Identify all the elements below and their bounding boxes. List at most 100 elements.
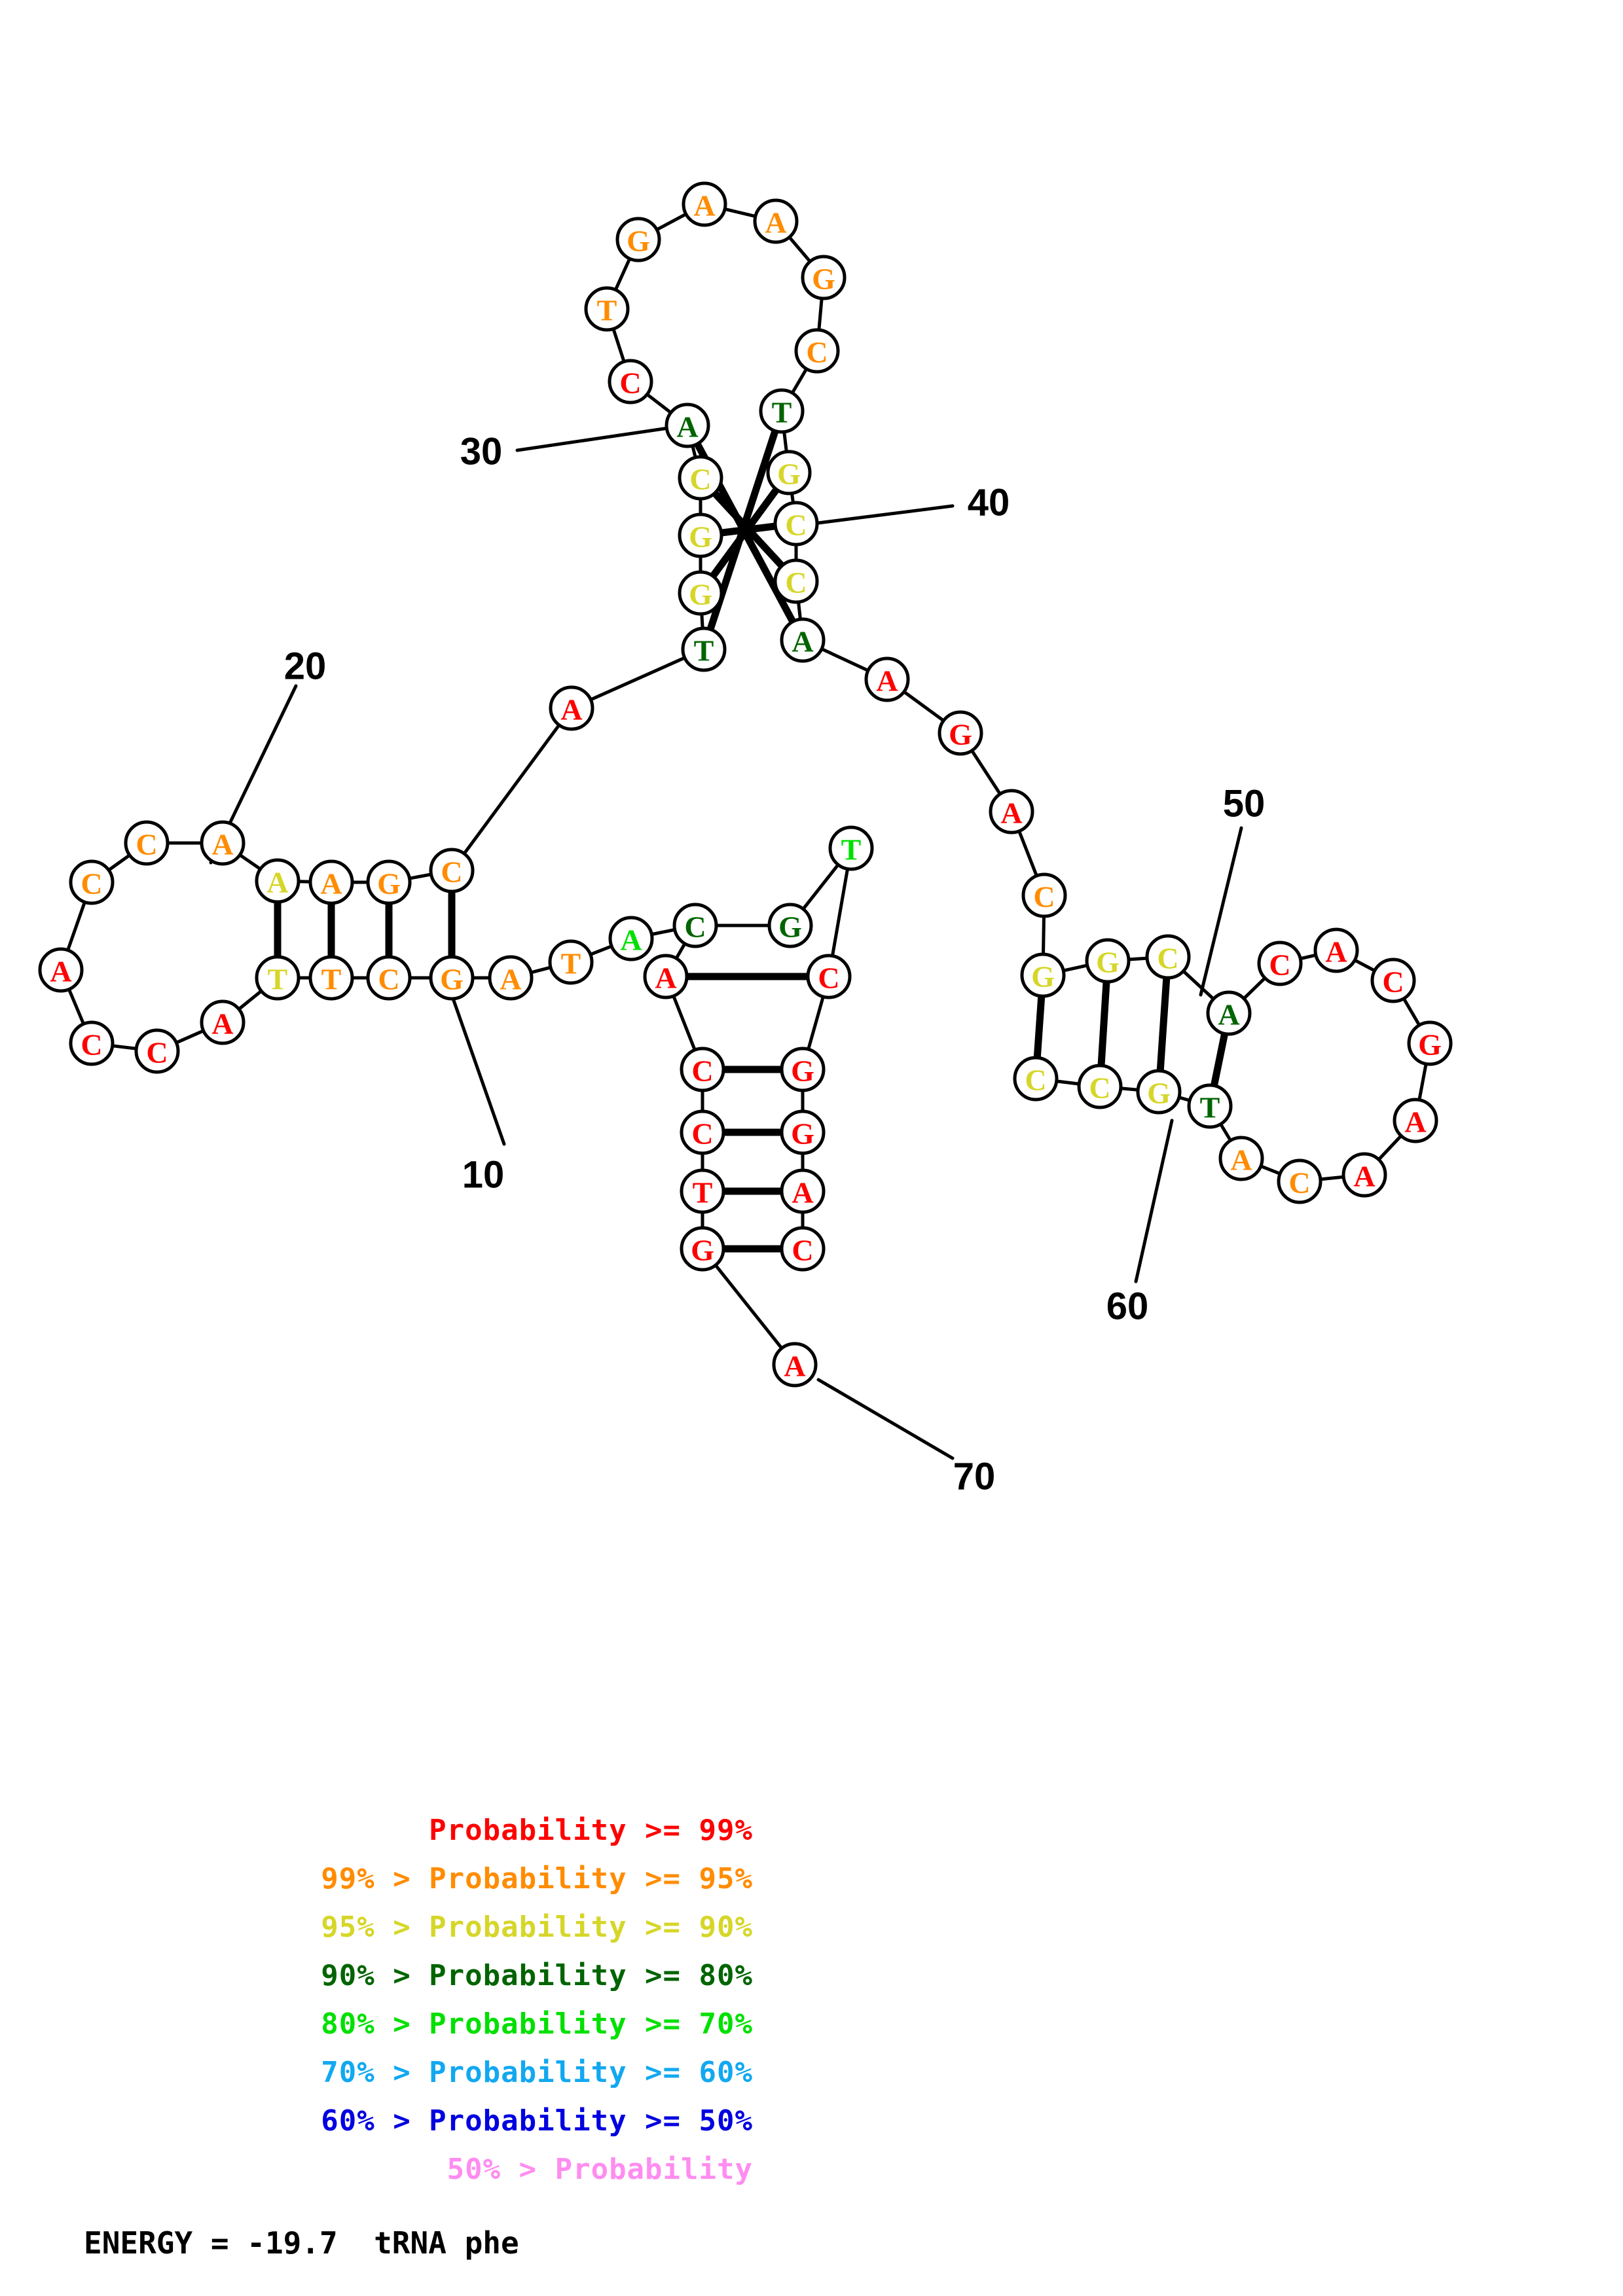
nucleotide-circle[interactable] [69, 1020, 115, 1066]
nucleotide-circle[interactable] [1407, 1020, 1453, 1066]
nucleotide-16-A[interactable]: A [488, 955, 534, 1001]
nucleotide-55-G[interactable]: G [1020, 952, 1066, 998]
nucleotide-44-G[interactable]: G [801, 255, 847, 300]
nucleotide-circle[interactable] [200, 999, 246, 1045]
nucleotide-circle[interactable] [780, 1109, 826, 1155]
nucleotide-36-G[interactable]: G [678, 512, 723, 558]
nucleotide-circle[interactable] [1145, 934, 1191, 980]
nucleotide-53-A[interactable]: A [989, 789, 1034, 834]
nucleotide-22-A[interactable]: A [643, 954, 689, 999]
nucleotide-circle[interactable] [801, 255, 847, 300]
nucleotide-50-A[interactable]: A [780, 617, 826, 663]
nucleotide-circle[interactable] [608, 359, 653, 404]
nucleotide-circle[interactable] [806, 954, 852, 999]
nucleotide-circle[interactable] [1393, 1098, 1438, 1143]
nucleotide-circle[interactable] [672, 903, 718, 948]
nucleotide-circle[interactable] [134, 1028, 180, 1074]
nucleotide-circle[interactable] [124, 820, 170, 866]
nucleotide-2-C[interactable]: C [69, 859, 115, 905]
nucleotide-59-C[interactable]: C [1013, 1056, 1059, 1102]
nucleotide-circle[interactable] [1218, 1136, 1264, 1181]
nucleotide-circle[interactable] [38, 947, 84, 993]
nucleotide-circle[interactable] [548, 939, 594, 985]
nucleotide-52-G[interactable]: G [938, 710, 983, 756]
nucleotide-circle[interactable] [665, 403, 710, 448]
nucleotide-3-C[interactable]: C [124, 820, 170, 866]
nucleotide-circle[interactable] [1136, 1069, 1182, 1115]
nucleotide-27-C[interactable]: C [806, 954, 852, 999]
nucleotide-circle[interactable] [680, 1047, 725, 1092]
nucleotide-38-A[interactable]: A [665, 403, 710, 448]
nucleotide-39-C[interactable]: C [608, 359, 653, 404]
nucleotide-17-T[interactable]: T [548, 939, 594, 985]
nucleotide-6-A[interactable]: A [308, 859, 354, 905]
nucleotide-circle[interactable] [780, 617, 826, 663]
nucleotide-24-C[interactable]: C [680, 1109, 725, 1155]
nucleotide-40-T[interactable]: T [584, 286, 630, 332]
nucleotide-46-T[interactable]: T [759, 388, 805, 434]
nucleotide-circle[interactable] [1085, 938, 1131, 984]
nucleotide-45-C[interactable]: C [794, 328, 840, 374]
nucleotide-8-C[interactable]: C [429, 848, 475, 893]
nucleotide-57-C[interactable]: C [1145, 934, 1191, 980]
nucleotide-41-G[interactable]: G [615, 217, 661, 262]
nucleotide-circle[interactable] [1370, 958, 1416, 1003]
nucleotide-35-G[interactable]: G [678, 570, 723, 616]
nucleotide-19-C[interactable]: C [672, 903, 718, 948]
nucleotide-49-C[interactable]: C [773, 558, 819, 604]
nucleotide-circle[interactable] [864, 656, 910, 702]
nucleotide-5-A[interactable]: A [255, 858, 301, 904]
nucleotide-circle[interactable] [678, 455, 723, 501]
nucleotide-circle[interactable] [69, 859, 115, 905]
nucleotide-13-A[interactable]: A [200, 999, 246, 1045]
nucleotide-circle[interactable] [549, 685, 594, 731]
nucleotide-circle[interactable] [308, 859, 354, 905]
nucleotide-21-T[interactable]: T [828, 825, 874, 871]
nucleotide-circle[interactable] [678, 512, 723, 558]
nucleotide-42-A[interactable]: A [682, 181, 727, 227]
nucleotide-61-G[interactable]: G [1136, 1069, 1182, 1115]
nucleotide-25-T[interactable]: T [680, 1168, 725, 1214]
nucleotide-9-T[interactable]: T [255, 955, 301, 1001]
nucleotide-circle[interactable] [255, 858, 301, 904]
nucleotide-circle[interactable] [1077, 1064, 1123, 1109]
nucleotide-18-A[interactable]: A [608, 916, 654, 961]
nucleotide-34-T[interactable]: T [681, 626, 727, 672]
nucleotide-circle[interactable] [772, 1342, 818, 1388]
nucleotide-37-C[interactable]: C [678, 455, 723, 501]
nucleotide-circle[interactable] [773, 558, 819, 604]
nucleotide-58-A[interactable]: A [1206, 990, 1252, 1036]
nucleotide-64-A[interactable]: A [1313, 927, 1359, 973]
nucleotide-1-A[interactable]: A [38, 947, 84, 993]
nucleotide-circle[interactable] [773, 501, 819, 547]
nucleotide-54-C[interactable]: C [1021, 872, 1067, 918]
nucleotide-31-C[interactable]: C [780, 1226, 826, 1272]
nucleotide-circle[interactable] [766, 450, 812, 495]
nucleotide-67-A[interactable]: A [1393, 1098, 1438, 1143]
nucleotide-circle[interactable] [938, 710, 983, 756]
nucleotide-circle[interactable] [780, 1168, 826, 1214]
nucleotide-circle[interactable] [780, 1047, 826, 1092]
nucleotide-circle[interactable] [643, 954, 689, 999]
nucleotide-circle[interactable] [366, 955, 412, 1001]
nucleotide-circle[interactable] [255, 955, 301, 1001]
nucleotide-33-A[interactable]: A [549, 685, 594, 731]
nucleotide-28-G[interactable]: G [780, 1047, 826, 1092]
nucleotide-circle[interactable] [767, 903, 813, 948]
nucleotide-circle[interactable] [681, 626, 727, 672]
nucleotide-circle[interactable] [1187, 1083, 1233, 1129]
nucleotide-68-A[interactable]: A [1341, 1152, 1387, 1198]
nucleotide-circle[interactable] [488, 955, 534, 1001]
nucleotide-63-C[interactable]: C [1257, 941, 1303, 986]
nucleotide-circle[interactable] [1277, 1158, 1322, 1204]
nucleotide-10-T[interactable]: T [308, 955, 354, 1001]
nucleotide-circle[interactable] [753, 198, 799, 244]
nucleotide-56-G[interactable]: G [1085, 938, 1131, 984]
nucleotide-20-G[interactable]: G [767, 903, 813, 948]
nucleotide-circle[interactable] [680, 1168, 725, 1214]
nucleotide-circle[interactable] [608, 916, 654, 961]
nucleotide-circle[interactable] [828, 825, 874, 871]
nucleotide-14-C[interactable]: C [134, 1028, 180, 1074]
nucleotide-circle[interactable] [989, 789, 1034, 834]
nucleotide-circle[interactable] [1257, 941, 1303, 986]
